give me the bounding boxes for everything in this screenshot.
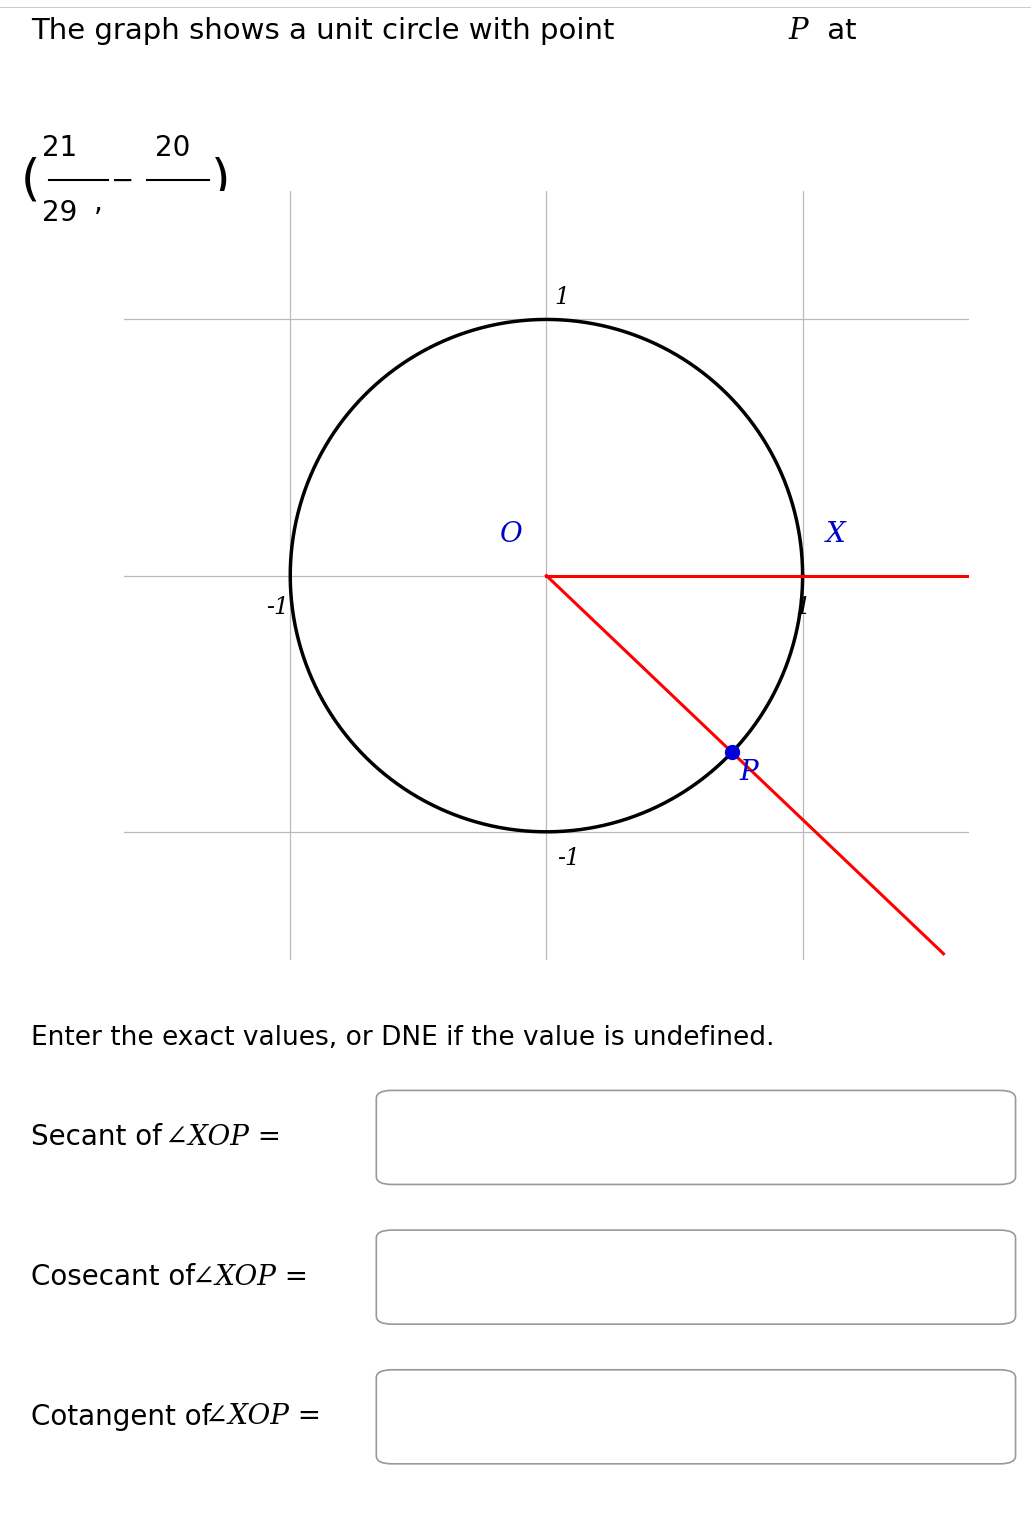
Point bbox=[724, 740, 740, 764]
Text: 1: 1 bbox=[795, 596, 810, 619]
Text: ∠XOP =: ∠XOP = bbox=[192, 1263, 308, 1291]
FancyBboxPatch shape bbox=[376, 1230, 1016, 1325]
Text: 1: 1 bbox=[554, 286, 569, 309]
Text: Secant of: Secant of bbox=[31, 1124, 171, 1151]
Text: ∠XOP =: ∠XOP = bbox=[165, 1124, 281, 1151]
Text: The graph shows a unit circle with point: The graph shows a unit circle with point bbox=[31, 17, 624, 45]
Text: at: at bbox=[818, 17, 856, 45]
Text: 20: 20 bbox=[155, 134, 191, 163]
Text: Cotangent of: Cotangent of bbox=[31, 1403, 221, 1431]
Text: 29: 29 bbox=[155, 198, 191, 227]
Text: −: − bbox=[111, 166, 134, 195]
Text: X: X bbox=[826, 522, 845, 548]
Text: P: P bbox=[789, 17, 808, 45]
Text: (: ( bbox=[21, 157, 40, 204]
Text: -1: -1 bbox=[266, 596, 289, 619]
Text: Enter the exact values, or DNE if the value is undefined.: Enter the exact values, or DNE if the va… bbox=[31, 1025, 774, 1050]
Text: 29: 29 bbox=[41, 198, 77, 227]
FancyBboxPatch shape bbox=[376, 1369, 1016, 1464]
Text: .: . bbox=[235, 192, 243, 220]
Text: ): ) bbox=[211, 157, 231, 204]
Text: P: P bbox=[739, 760, 758, 786]
Text: Cosecant of: Cosecant of bbox=[31, 1263, 204, 1291]
Text: ,: , bbox=[94, 189, 103, 218]
Text: -1: -1 bbox=[557, 847, 579, 870]
Text: O: O bbox=[500, 522, 523, 548]
Text: 21: 21 bbox=[41, 134, 77, 163]
Text: ∠XOP =: ∠XOP = bbox=[205, 1403, 322, 1431]
FancyBboxPatch shape bbox=[376, 1090, 1016, 1185]
